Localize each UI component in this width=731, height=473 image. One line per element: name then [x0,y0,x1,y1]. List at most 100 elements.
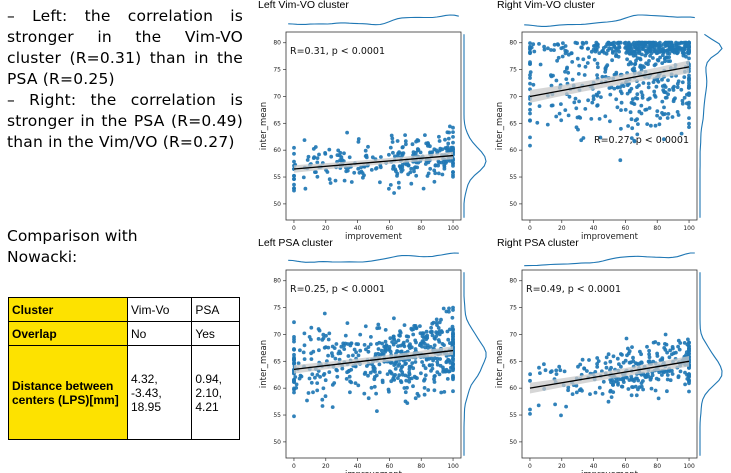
data-point [376,322,381,327]
data-point [432,388,437,393]
scatter-points [292,305,455,419]
data-point [396,180,401,185]
data-point [310,372,315,377]
data-point [639,90,644,94]
data-point [337,153,342,158]
data-point [682,75,687,79]
data-point [676,79,681,84]
data-point [628,43,633,48]
data-point [528,50,532,55]
data-point [670,352,674,357]
cell-overlap-psa: Yes [191,321,240,346]
data-point [554,78,559,83]
x-axis-label: improvement [581,470,639,473]
data-point [531,42,536,47]
data-point [566,70,571,75]
data-point [575,115,580,120]
axes-frame [285,31,462,221]
data-point [451,375,455,379]
data-point [442,343,446,347]
data-point [410,142,415,147]
data-point [416,394,421,398]
scatter-plot-right-psa: 0 20 40 60 80 100 50 55 60 65 70 75 80 improvement int… [495,252,723,473]
data-point [671,88,676,92]
data-point [404,378,409,383]
data-point [606,352,611,357]
x-tick-label: 40 [354,225,362,232]
axes-frame [521,31,698,221]
data-point [296,361,301,366]
data-point [655,109,660,113]
data-point [581,136,586,140]
data-point [395,174,399,178]
data-point [611,390,616,394]
data-point [619,126,623,131]
y-tick-label: 50 [509,201,517,208]
data-point [593,370,598,374]
data-point [306,391,311,395]
data-point [388,145,393,150]
data-point [626,387,631,391]
data-point [660,77,664,82]
data-point [356,140,361,144]
data-point [325,170,330,174]
data-point [644,51,649,56]
data-point [546,46,550,51]
x-tick-label: 100 [683,225,695,232]
data-point [634,40,639,45]
data-point [643,373,647,378]
data-point [623,107,628,112]
data-point [391,342,396,347]
data-point [340,366,345,371]
data-point [624,336,629,341]
data-point [399,380,404,385]
data-point [647,96,652,101]
data-point [557,111,562,116]
regression-line [293,154,454,170]
data-point [435,360,440,364]
table-row-overlap: Overlap No Yes [8,321,240,346]
data-point [413,396,418,401]
data-point [661,42,666,46]
data-point [619,352,623,356]
data-point [644,40,649,45]
x-tick-label: 20 [322,463,330,470]
distance-vimvo-p: -3.43, [131,385,162,400]
data-point [388,336,393,341]
data-point [627,378,632,382]
data-point [606,399,611,404]
data-point [442,163,447,167]
data-point [687,91,691,96]
data-point [451,125,455,130]
data-point [315,160,320,165]
data-point [687,116,691,120]
data-point [596,90,601,95]
data-point [316,337,321,341]
data-point [306,154,311,159]
data-point [643,108,648,112]
data-point [330,351,334,356]
data-point [629,393,634,398]
data-point [333,356,338,361]
data-point [418,150,423,155]
data-point [433,163,438,168]
data-point [676,344,680,349]
data-point [649,43,654,48]
data-point [446,136,451,141]
data-point [663,112,667,116]
data-point [415,165,420,170]
data-point [595,356,600,360]
data-point [412,374,417,379]
y-tick-label: 65 [509,358,517,365]
data-point [570,60,575,64]
data-point [591,94,596,99]
data-point [651,80,656,84]
data-point [687,100,691,105]
data-point [606,48,610,53]
x-tick-label: 60 [386,463,394,470]
data-point [362,391,367,396]
data-point [607,42,612,47]
data-point [418,343,422,348]
data-point [370,155,375,160]
data-point [451,357,455,361]
